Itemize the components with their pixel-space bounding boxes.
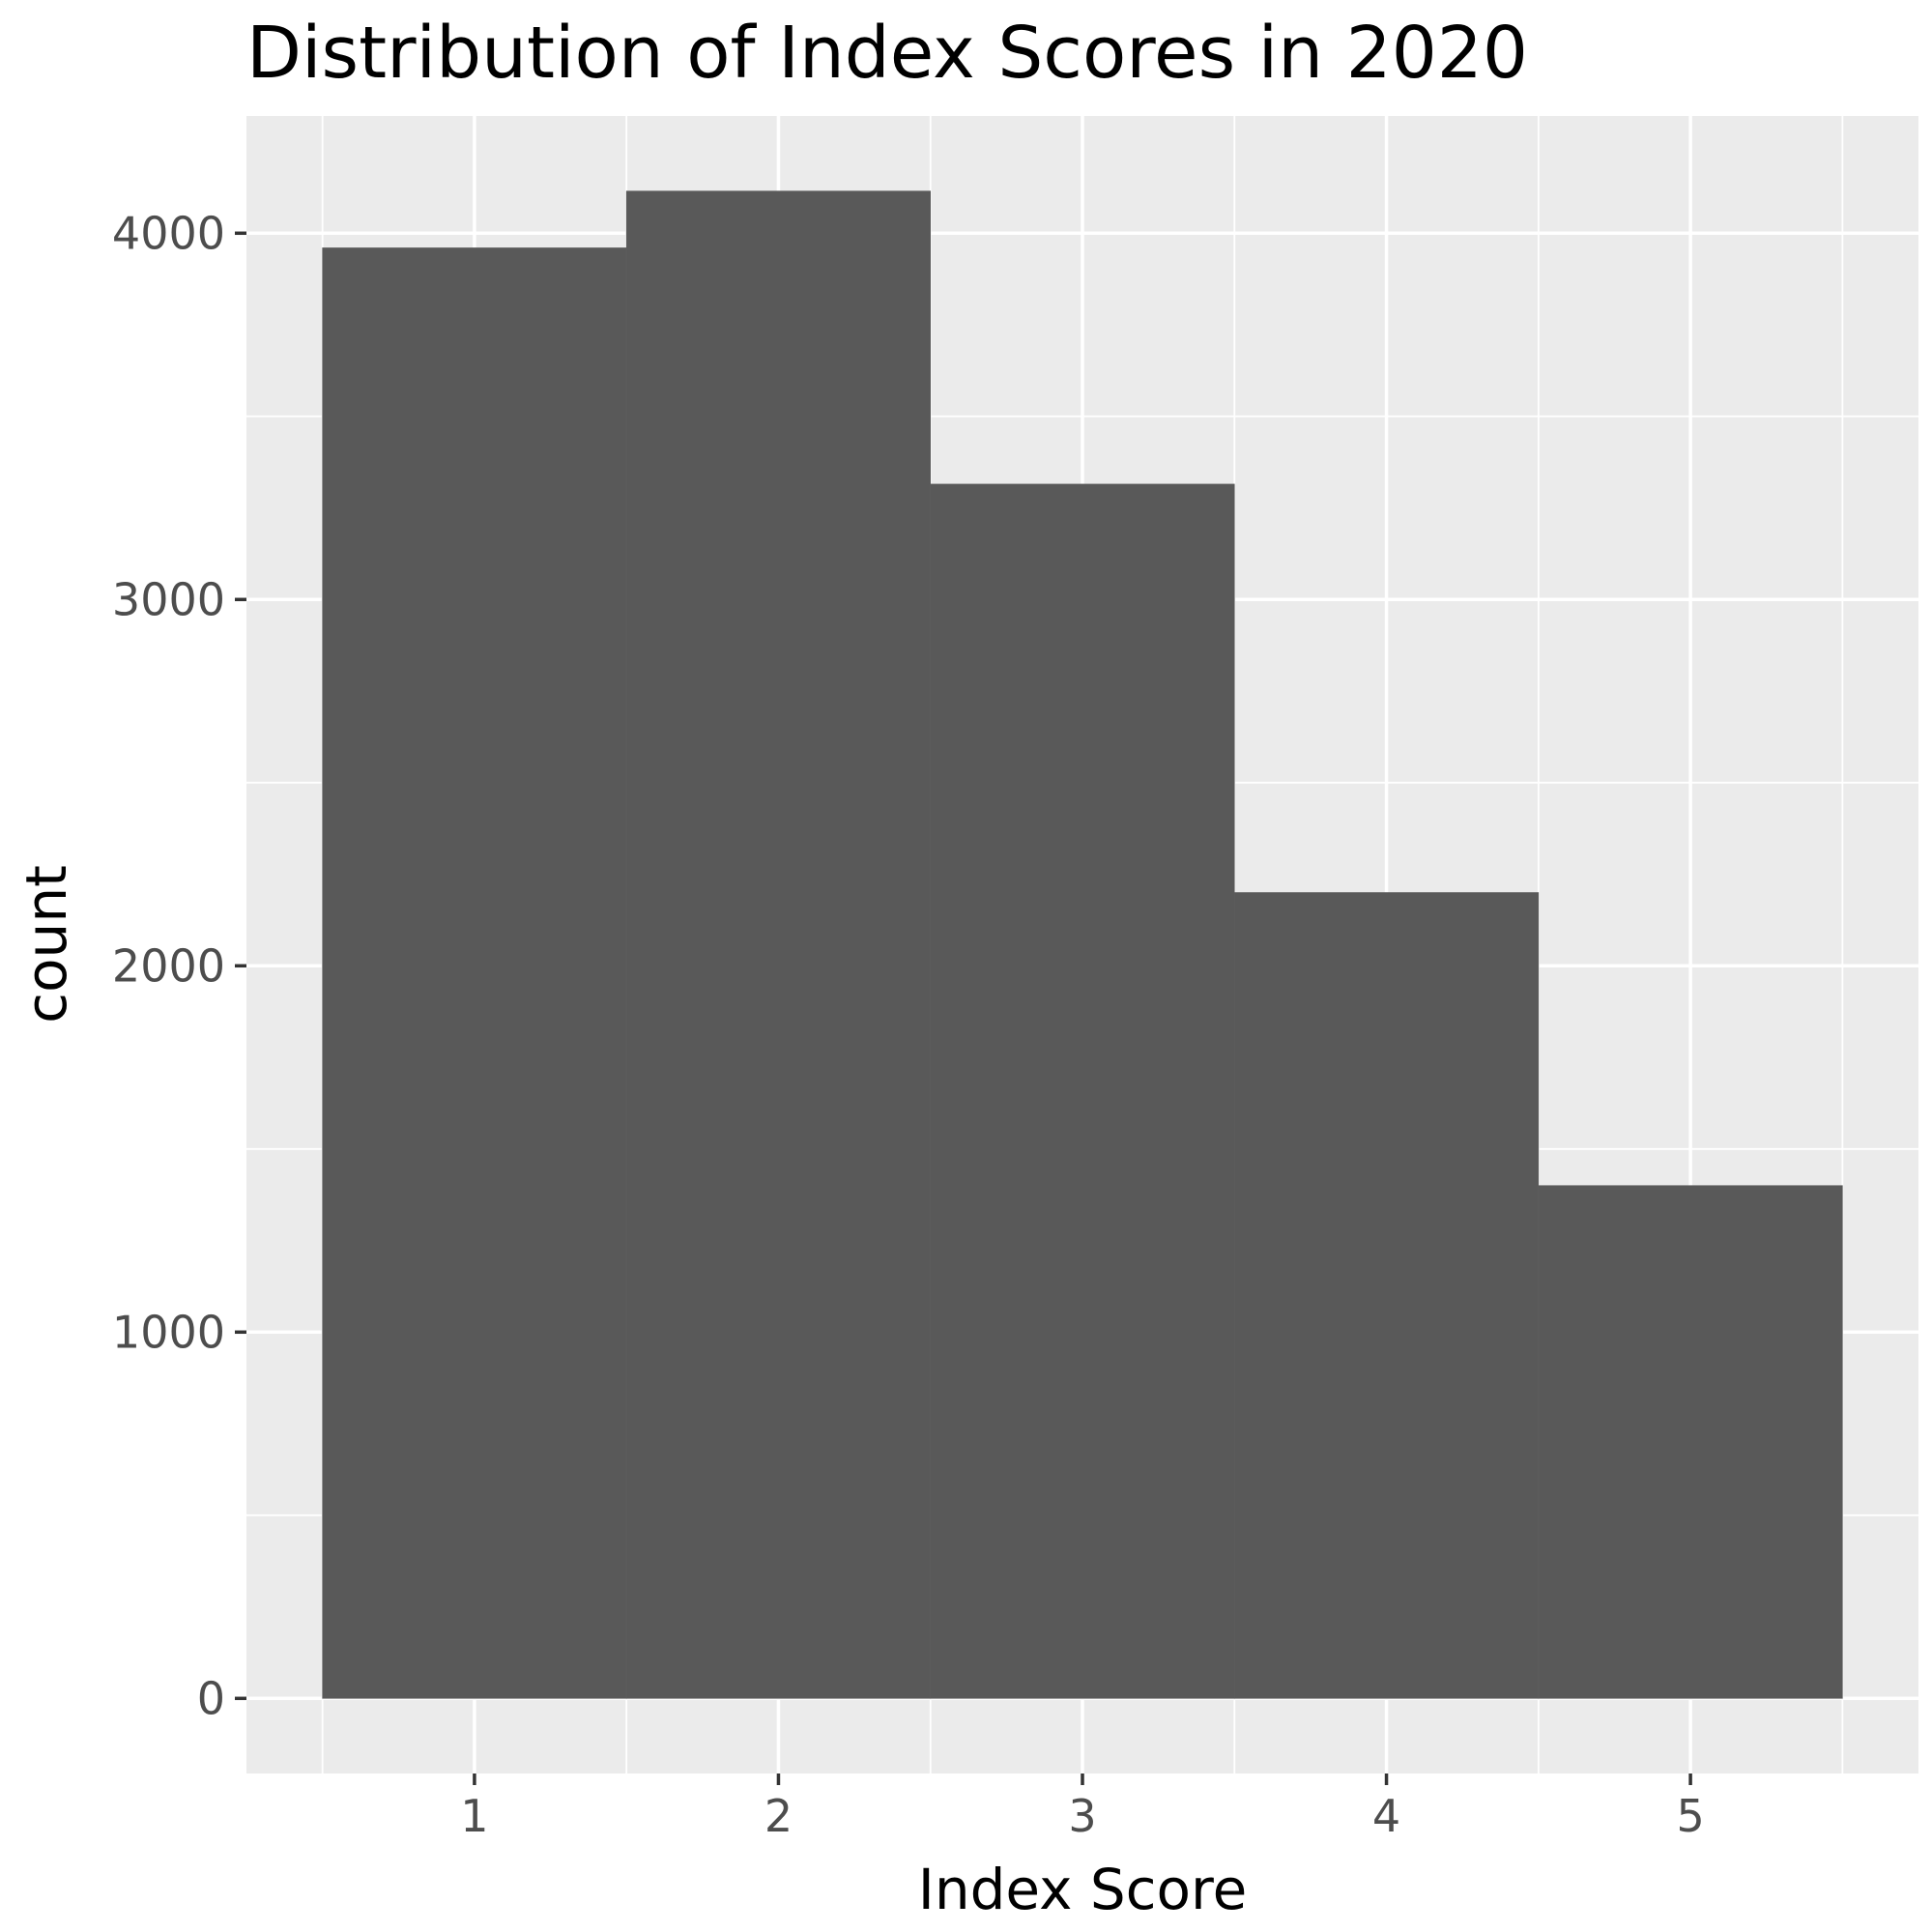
histogram-bar bbox=[1538, 1185, 1843, 1699]
chart-title: Distribution of Index Scores in 2020 bbox=[246, 12, 1528, 95]
histogram-bar bbox=[322, 247, 627, 1699]
x-tick-label: 3 bbox=[1068, 1790, 1096, 1842]
histogram-bar bbox=[930, 483, 1235, 1699]
y-tick-label: 0 bbox=[197, 1672, 225, 1724]
x-tick-label: 4 bbox=[1372, 1790, 1400, 1842]
y-tick-label: 4000 bbox=[112, 207, 225, 259]
x-tick-label: 2 bbox=[764, 1790, 793, 1842]
y-tick-label: 1000 bbox=[112, 1306, 225, 1358]
x-axis-title: Index Score bbox=[918, 1857, 1248, 1922]
x-tick-label: 1 bbox=[460, 1790, 488, 1842]
x-tick-label: 5 bbox=[1676, 1790, 1704, 1842]
y-tick-label: 3000 bbox=[112, 573, 225, 625]
histogram-bar bbox=[625, 190, 932, 1699]
histogram-bar bbox=[1233, 892, 1540, 1699]
y-axis-title: count bbox=[14, 865, 79, 1024]
y-tick-label: 2000 bbox=[112, 939, 225, 992]
